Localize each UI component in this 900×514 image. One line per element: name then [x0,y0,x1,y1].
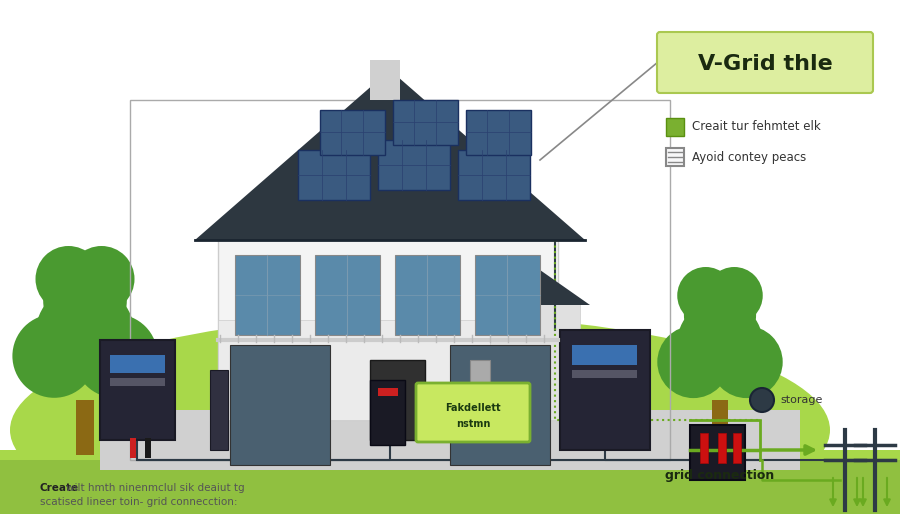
Bar [560,330,650,450]
Text: wilt hmth ninenmclul sik deaiut tg: wilt hmth ninenmclul sik deaiut tg [40,483,245,493]
Text: Create: Create [40,483,79,493]
Bar [450,345,550,465]
Bar [100,410,800,470]
Bar [230,370,248,450]
Circle shape [13,314,96,398]
Polygon shape [195,70,585,240]
Bar [572,370,637,378]
Bar [110,355,165,373]
Bar [0,450,900,514]
Bar [145,438,151,458]
Bar [713,400,727,448]
Bar [315,255,380,335]
Text: nstmn: nstmn [455,419,490,429]
Circle shape [710,326,783,398]
Text: storage: storage [780,395,823,405]
Circle shape [677,267,734,324]
Bar [690,425,745,480]
Circle shape [750,388,774,412]
Circle shape [657,326,730,398]
Bar [370,60,400,100]
Bar [370,360,425,440]
Bar [490,300,580,420]
Circle shape [684,279,756,351]
Bar [130,100,670,460]
FancyBboxPatch shape [657,32,873,93]
Bar [718,433,726,463]
Bar [76,400,94,455]
Bar [218,235,558,420]
Text: grid connection: grid connection [665,468,775,482]
Bar [700,433,708,463]
Bar [666,118,684,136]
Text: scatised lineer toin- grid connecction:: scatised lineer toin- grid connecction: [40,497,238,507]
Circle shape [35,246,102,312]
Bar [218,320,558,420]
Bar [470,360,490,385]
Bar [378,140,450,190]
Bar [0,460,900,514]
Text: Fakdellett: Fakdellett [446,403,500,413]
Bar [370,380,405,445]
Bar [666,148,684,166]
Bar [298,150,370,200]
FancyBboxPatch shape [416,383,530,442]
Ellipse shape [10,315,830,514]
Bar [378,388,398,396]
Bar [100,340,175,440]
Text: Creait tur fehmtet elk: Creait tur fehmtet elk [692,120,821,134]
Bar [110,378,165,386]
Circle shape [706,267,763,324]
Text: Ayoid contey peacs: Ayoid contey peacs [692,151,806,163]
Circle shape [43,259,127,343]
Bar [235,255,300,335]
Bar [466,110,531,155]
Circle shape [74,314,158,398]
Circle shape [677,300,763,386]
Bar [393,100,458,145]
Bar [320,110,385,155]
Circle shape [68,246,134,312]
Bar [475,255,540,335]
Bar [130,438,136,458]
Bar [458,150,530,200]
Bar [733,433,741,463]
Circle shape [35,285,134,383]
Bar [230,345,330,465]
Text: V-Grid thle: V-Grid thle [698,54,832,74]
Bar [395,255,460,335]
Polygon shape [480,270,590,305]
Bar [210,370,228,450]
Bar [572,345,637,365]
